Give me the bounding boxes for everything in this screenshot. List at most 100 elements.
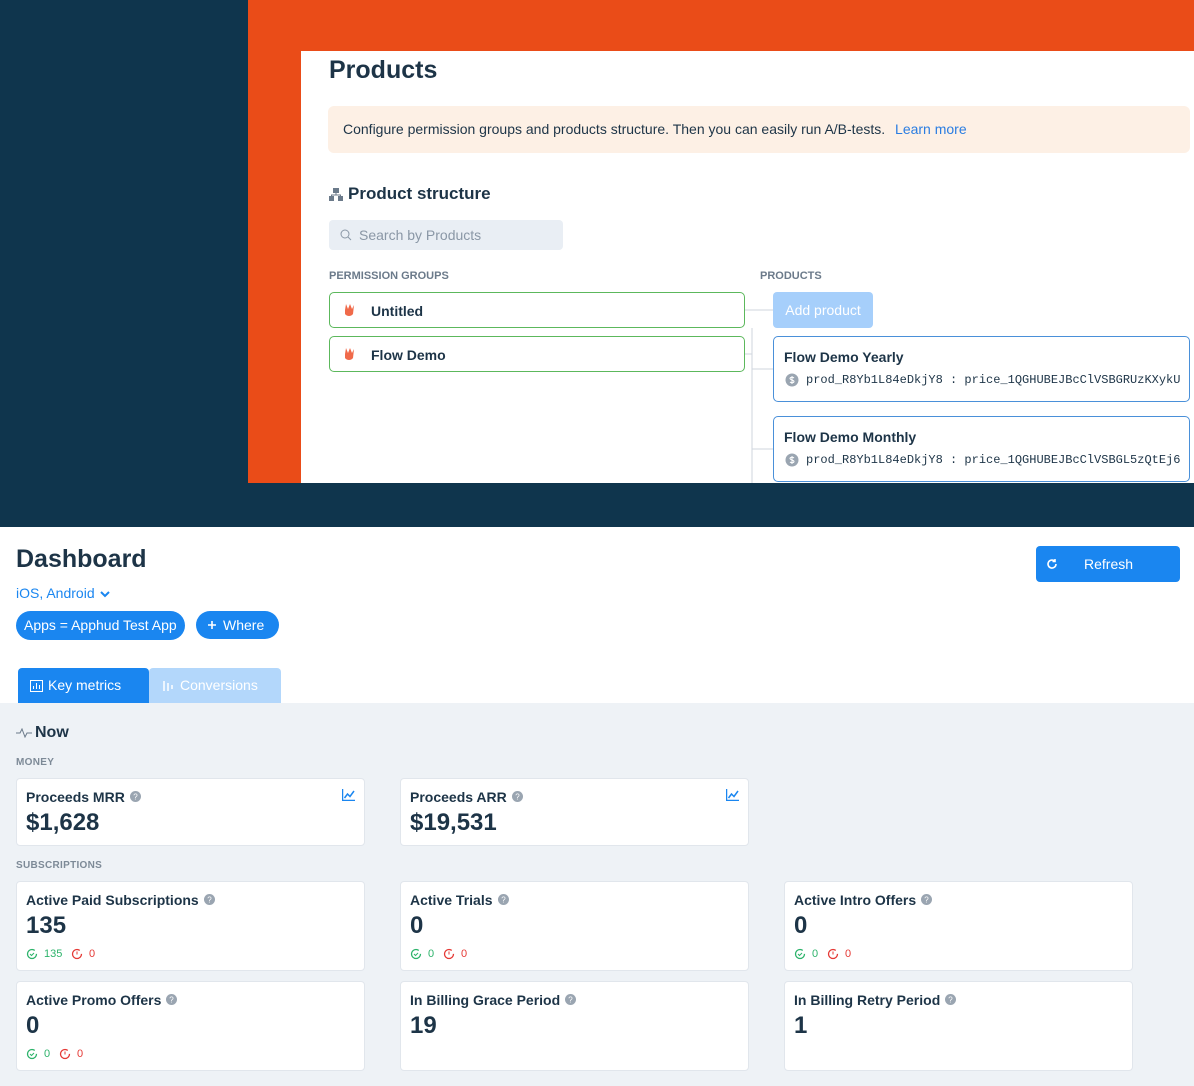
metric-value: $19,531 (410, 809, 497, 836)
metric-card: Active Paid Subscriptions? 135 135 0 (16, 881, 365, 971)
structure-icon (329, 188, 343, 201)
chart-icon (726, 789, 739, 801)
metric-title: Active Intro Offers (794, 892, 917, 908)
tab-icon (163, 681, 173, 691)
refresh-icon (1047, 559, 1057, 569)
help-icon: ? (512, 791, 523, 802)
metric-title: In Billing Grace Period (410, 992, 561, 1008)
refresh-label: Refresh (1084, 556, 1134, 572)
renewing-icon (794, 948, 806, 960)
help-icon: ? (204, 894, 215, 905)
metric-card: Active Intro Offers? 0 0 0 (784, 881, 1133, 971)
page-title: Products (329, 56, 438, 84)
cancelled-count: 0 (77, 1048, 84, 1060)
help-icon: ? (498, 894, 509, 905)
metric-value: 1 (794, 1012, 808, 1039)
search-box[interactable]: Search by Products (329, 220, 563, 250)
cancelled-count: 0 (845, 948, 852, 960)
notice-text: Configure permission groups and products… (343, 121, 886, 137)
platform-select[interactable]: iOS, Android (16, 585, 111, 601)
metric-value: 19 (410, 1012, 437, 1039)
help-icon: ? (945, 994, 956, 1005)
pulse-icon (16, 728, 32, 738)
svg-text:?: ? (515, 793, 520, 802)
tab-active[interactable]: Key metrics (18, 668, 149, 703)
renewing-icon (26, 1048, 38, 1060)
metric-card: Proceeds ARR? $19,531 (400, 778, 749, 846)
metric-title: Active Paid Subscriptions (26, 892, 199, 908)
tab-label: Conversions (180, 677, 258, 693)
platforms: iOS, Android (16, 585, 95, 601)
renewing-icon (26, 948, 38, 960)
product-name: Flow Demo Monthly (784, 429, 917, 445)
metric-value: 0 (410, 912, 424, 939)
store-icon (785, 373, 799, 387)
cancelled-icon (827, 948, 839, 960)
tab-icon (30, 680, 43, 692)
cancelled-count: 0 (89, 948, 96, 960)
metric-card: Active Trials? 0 0 0 (400, 881, 749, 971)
metric-card: In Billing Grace Period? 19 (400, 981, 749, 1071)
search-icon (340, 229, 352, 241)
add-filter-button[interactable]: Where (196, 611, 279, 639)
group-icon (345, 304, 354, 316)
renewing-count: 0 (812, 948, 819, 960)
tab-label: Key metrics (48, 677, 122, 693)
add-product-button[interactable]: Add product (773, 292, 873, 328)
dashboard-title: Dashboard (16, 545, 147, 573)
metric-value: 0 (794, 912, 808, 939)
metric-title: Active Promo Offers (26, 992, 162, 1008)
cancelled-icon (443, 948, 455, 960)
metric-title: Proceeds MRR (26, 789, 125, 805)
metric-card: Proceeds MRR? $1,628 (16, 778, 365, 846)
chart-icon (342, 789, 355, 801)
group-name: Untitled (371, 303, 424, 319)
svg-text:?: ? (501, 896, 506, 905)
renewing-count: 0 (428, 948, 435, 960)
svg-text:?: ? (924, 896, 929, 905)
cancelled-icon (59, 1048, 71, 1060)
renewing-icon (410, 948, 422, 960)
help-icon: ? (130, 791, 141, 802)
notice: Configure permission groups and products… (328, 106, 1190, 153)
metric-value: $1,628 (26, 809, 100, 836)
filter-chip[interactable]: Apps = Apphud Test App (16, 611, 185, 640)
group-name: Flow Demo (371, 347, 446, 363)
permission-group[interactable]: Untitled (329, 292, 745, 328)
plus-icon (208, 621, 216, 629)
products-panel: Products Configure permission groups and… (301, 51, 1194, 483)
refresh-button[interactable]: Refresh (1036, 546, 1180, 582)
renewing-count: 0 (44, 1048, 51, 1060)
product-card[interactable]: Flow Demo Monthly prod_R8Yb1L84eDkjY8 : p… (773, 416, 1190, 482)
product-card[interactable]: Flow Demo Yearly prod_R8Yb1L84eDkjY8 : pr… (773, 336, 1190, 402)
groups-header: PERMISSION GROUPS (329, 270, 449, 282)
svg-text:?: ? (568, 996, 573, 1005)
group-icon (345, 348, 354, 360)
section-title: Product structure (348, 184, 491, 203)
svg-text:?: ? (207, 896, 212, 905)
group-label: MONEY (16, 757, 55, 768)
cancelled-icon (71, 948, 83, 960)
cancelled-count: 0 (461, 948, 468, 960)
metric-title: In Billing Retry Period (794, 992, 941, 1008)
product-ids: prod_R8Yb1L84eDkjY8 : price_1QGHUBEJBcCl… (806, 453, 1181, 467)
product-name: Flow Demo Yearly (784, 349, 904, 365)
products-header: PRODUCTS (760, 270, 822, 282)
metric-title: Proceeds ARR (410, 789, 507, 805)
learn-more-link[interactable]: Learn more (895, 121, 967, 137)
metric-card: Active Promo Offers? 0 0 0 (16, 981, 365, 1071)
permission-group[interactable]: Flow Demo (329, 336, 745, 372)
tab[interactable]: Conversions (149, 668, 281, 703)
metric-card: In Billing Retry Period? 1 (784, 981, 1133, 1071)
help-icon: ? (565, 994, 576, 1005)
metric-value: 0 (26, 1012, 40, 1039)
store-icon (785, 453, 799, 467)
svg-text:?: ? (133, 793, 138, 802)
metric-title: Active Trials (410, 892, 493, 908)
add-filter-label: Where (223, 617, 265, 633)
chevron (99, 591, 110, 598)
tree-connectors (745, 309, 773, 483)
section-now: Now (35, 724, 69, 741)
